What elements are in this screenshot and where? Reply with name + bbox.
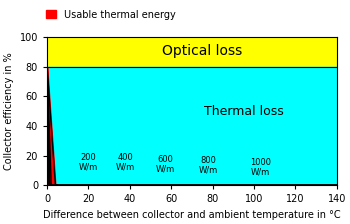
Text: Optical loss: Optical loss: [162, 44, 242, 58]
Text: 400
W/m: 400 W/m: [116, 153, 135, 172]
Y-axis label: Collector efficiency in %: Collector efficiency in %: [4, 52, 14, 170]
Text: 800
W/m: 800 W/m: [199, 156, 218, 175]
Text: 1000
W/m: 1000 W/m: [250, 158, 271, 176]
Text: Thermal loss: Thermal loss: [204, 105, 284, 118]
Text: 600
W/m: 600 W/m: [155, 155, 175, 173]
Legend: Usable thermal energy: Usable thermal energy: [46, 10, 175, 19]
X-axis label: Difference between collector and ambient temperature in °C: Difference between collector and ambient…: [43, 210, 341, 220]
Text: 200
W/m: 200 W/m: [79, 153, 98, 172]
